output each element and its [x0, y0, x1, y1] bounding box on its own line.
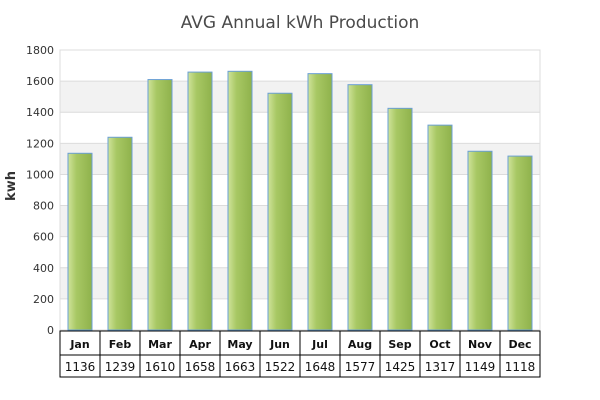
- y-tick-label: 0: [47, 324, 54, 337]
- value-label: 1425: [385, 360, 416, 374]
- value-label: 1239: [105, 360, 136, 374]
- bar-oct: [427, 124, 453, 331]
- category-label: Mar: [148, 338, 172, 351]
- plot-bands: [60, 50, 540, 330]
- value-label: 1317: [425, 360, 456, 374]
- category-label: Jun: [269, 338, 290, 351]
- bar-apr: [187, 71, 213, 331]
- plot-band: [60, 205, 540, 237]
- y-axis-ticks: 0 200 400 600 800 1000 1200 1400 1600 1800: [26, 44, 54, 337]
- value-label: 1610: [145, 360, 176, 374]
- gridlines: [59, 49, 541, 331]
- y-tick-label: 1800: [26, 44, 54, 57]
- bar-jul: [307, 73, 333, 331]
- plot-band: [60, 174, 540, 206]
- bar-jun: [267, 92, 293, 331]
- plot-band: [60, 267, 540, 299]
- bar-nov: [467, 150, 493, 331]
- category-label: Apr: [189, 338, 211, 351]
- bar-feb: [107, 136, 133, 331]
- bars: [67, 70, 533, 331]
- plot-band: [60, 50, 540, 82]
- y-tick-label: 1400: [26, 106, 54, 119]
- bar-mar: [147, 79, 173, 331]
- y-tick-label: 1000: [26, 168, 54, 181]
- value-label: 1522: [265, 360, 296, 374]
- category-label: Jul: [311, 338, 328, 351]
- category-label: May: [227, 338, 252, 351]
- category-label: Sep: [388, 338, 411, 351]
- plot-band: [60, 81, 540, 113]
- category-label: Jan: [69, 338, 89, 351]
- category-label: Aug: [348, 338, 372, 351]
- y-tick-label: 200: [33, 293, 54, 306]
- value-label: 1118: [505, 360, 536, 374]
- plot-band: [60, 112, 540, 144]
- bar-dec: [507, 155, 533, 331]
- plot-band: [60, 236, 540, 268]
- value-label: 1648: [305, 360, 336, 374]
- y-axis-label: kwh: [4, 171, 19, 201]
- y-tick-label: 600: [33, 231, 54, 244]
- value-label: 1663: [225, 360, 256, 374]
- value-label: 1149: [465, 360, 496, 374]
- value-label: 1658: [185, 360, 216, 374]
- bar-may: [227, 70, 253, 331]
- data-table: Jan 1136 Feb 1239 Mar 1610 Apr 1658 May 1663 Jun 15…: [59, 330, 541, 378]
- y-tick-label: 400: [33, 262, 54, 275]
- bar-jan: [67, 152, 93, 331]
- category-label: Feb: [109, 338, 132, 351]
- plot-border: [59, 49, 541, 331]
- y-tick-label: 1200: [26, 137, 54, 150]
- category-label: Oct: [429, 338, 450, 351]
- y-tick-label: 800: [33, 200, 54, 213]
- plot-band: [60, 298, 540, 330]
- bar-sep: [387, 107, 413, 331]
- bar-aug: [347, 84, 373, 331]
- category-label: Dec: [508, 338, 531, 351]
- value-label: 1577: [345, 360, 376, 374]
- category-label: Nov: [468, 338, 493, 351]
- plot-band: [60, 143, 540, 175]
- value-label: 1136: [65, 360, 96, 374]
- y-tick-label: 1600: [26, 75, 54, 88]
- chart-title: AVG Annual kWh Production: [181, 13, 420, 33]
